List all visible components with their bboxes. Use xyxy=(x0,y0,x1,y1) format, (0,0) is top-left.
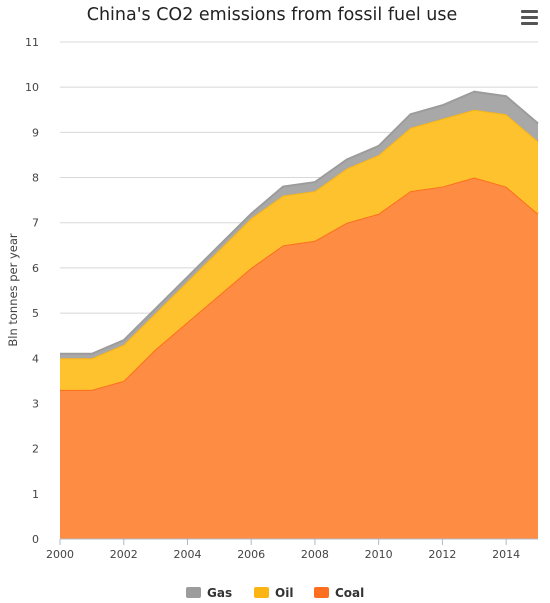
y-tick-label: 0 xyxy=(32,533,39,546)
axes: 0 1 2 3 4 5 6 7 8 9 10 11 2000 2002 2004 2006 2008 2010 20… xyxy=(25,36,538,561)
y-tick-label: 2 xyxy=(32,443,39,456)
x-tick-label: 2000 xyxy=(46,548,74,561)
x-tick-label: 2012 xyxy=(428,548,456,561)
legend: Gas Oil Coal xyxy=(186,586,364,600)
area-coal xyxy=(60,177,538,540)
legend-swatch-gas xyxy=(186,587,201,598)
chart-title: China's CO2 emissions from fossil fuel u… xyxy=(87,5,458,25)
legend-label: Oil xyxy=(275,586,293,600)
y-tick-label: 7 xyxy=(32,217,39,230)
y-axis-label: Bln tonnes per year xyxy=(6,233,20,347)
area-oil xyxy=(60,109,538,390)
legend-item-coal[interactable]: Coal xyxy=(314,586,364,600)
y-tick-label: 4 xyxy=(32,352,39,365)
y-tick-label: 11 xyxy=(25,36,39,49)
y-tick-label: 5 xyxy=(32,307,39,320)
legend-item-oil[interactable]: Oil xyxy=(254,586,293,600)
legend-swatch-coal xyxy=(314,587,329,598)
series-areas xyxy=(60,90,539,540)
chart-menu-icon[interactable] xyxy=(520,8,540,26)
x-tick-label: 2010 xyxy=(365,548,393,561)
y-tick-label: 8 xyxy=(32,172,39,185)
legend-item-gas[interactable]: Gas xyxy=(186,586,232,600)
legend-swatch-oil xyxy=(254,587,269,598)
y-tick-label: 10 xyxy=(25,81,39,94)
x-tick-label: 2014 xyxy=(492,548,520,561)
x-tick-label: 2004 xyxy=(173,548,201,561)
y-tick-label: 1 xyxy=(32,488,39,501)
x-tick-label: 2002 xyxy=(110,548,138,561)
y-tick-label: 9 xyxy=(32,126,39,139)
x-tick-label: 2006 xyxy=(237,548,265,561)
legend-label: Coal xyxy=(335,586,364,600)
y-tick-label: 3 xyxy=(32,397,39,410)
legend-label: Gas xyxy=(207,586,232,600)
y-tick-label: 6 xyxy=(32,262,39,275)
line-gas xyxy=(60,90,539,355)
x-tick-label: 2008 xyxy=(301,548,329,561)
